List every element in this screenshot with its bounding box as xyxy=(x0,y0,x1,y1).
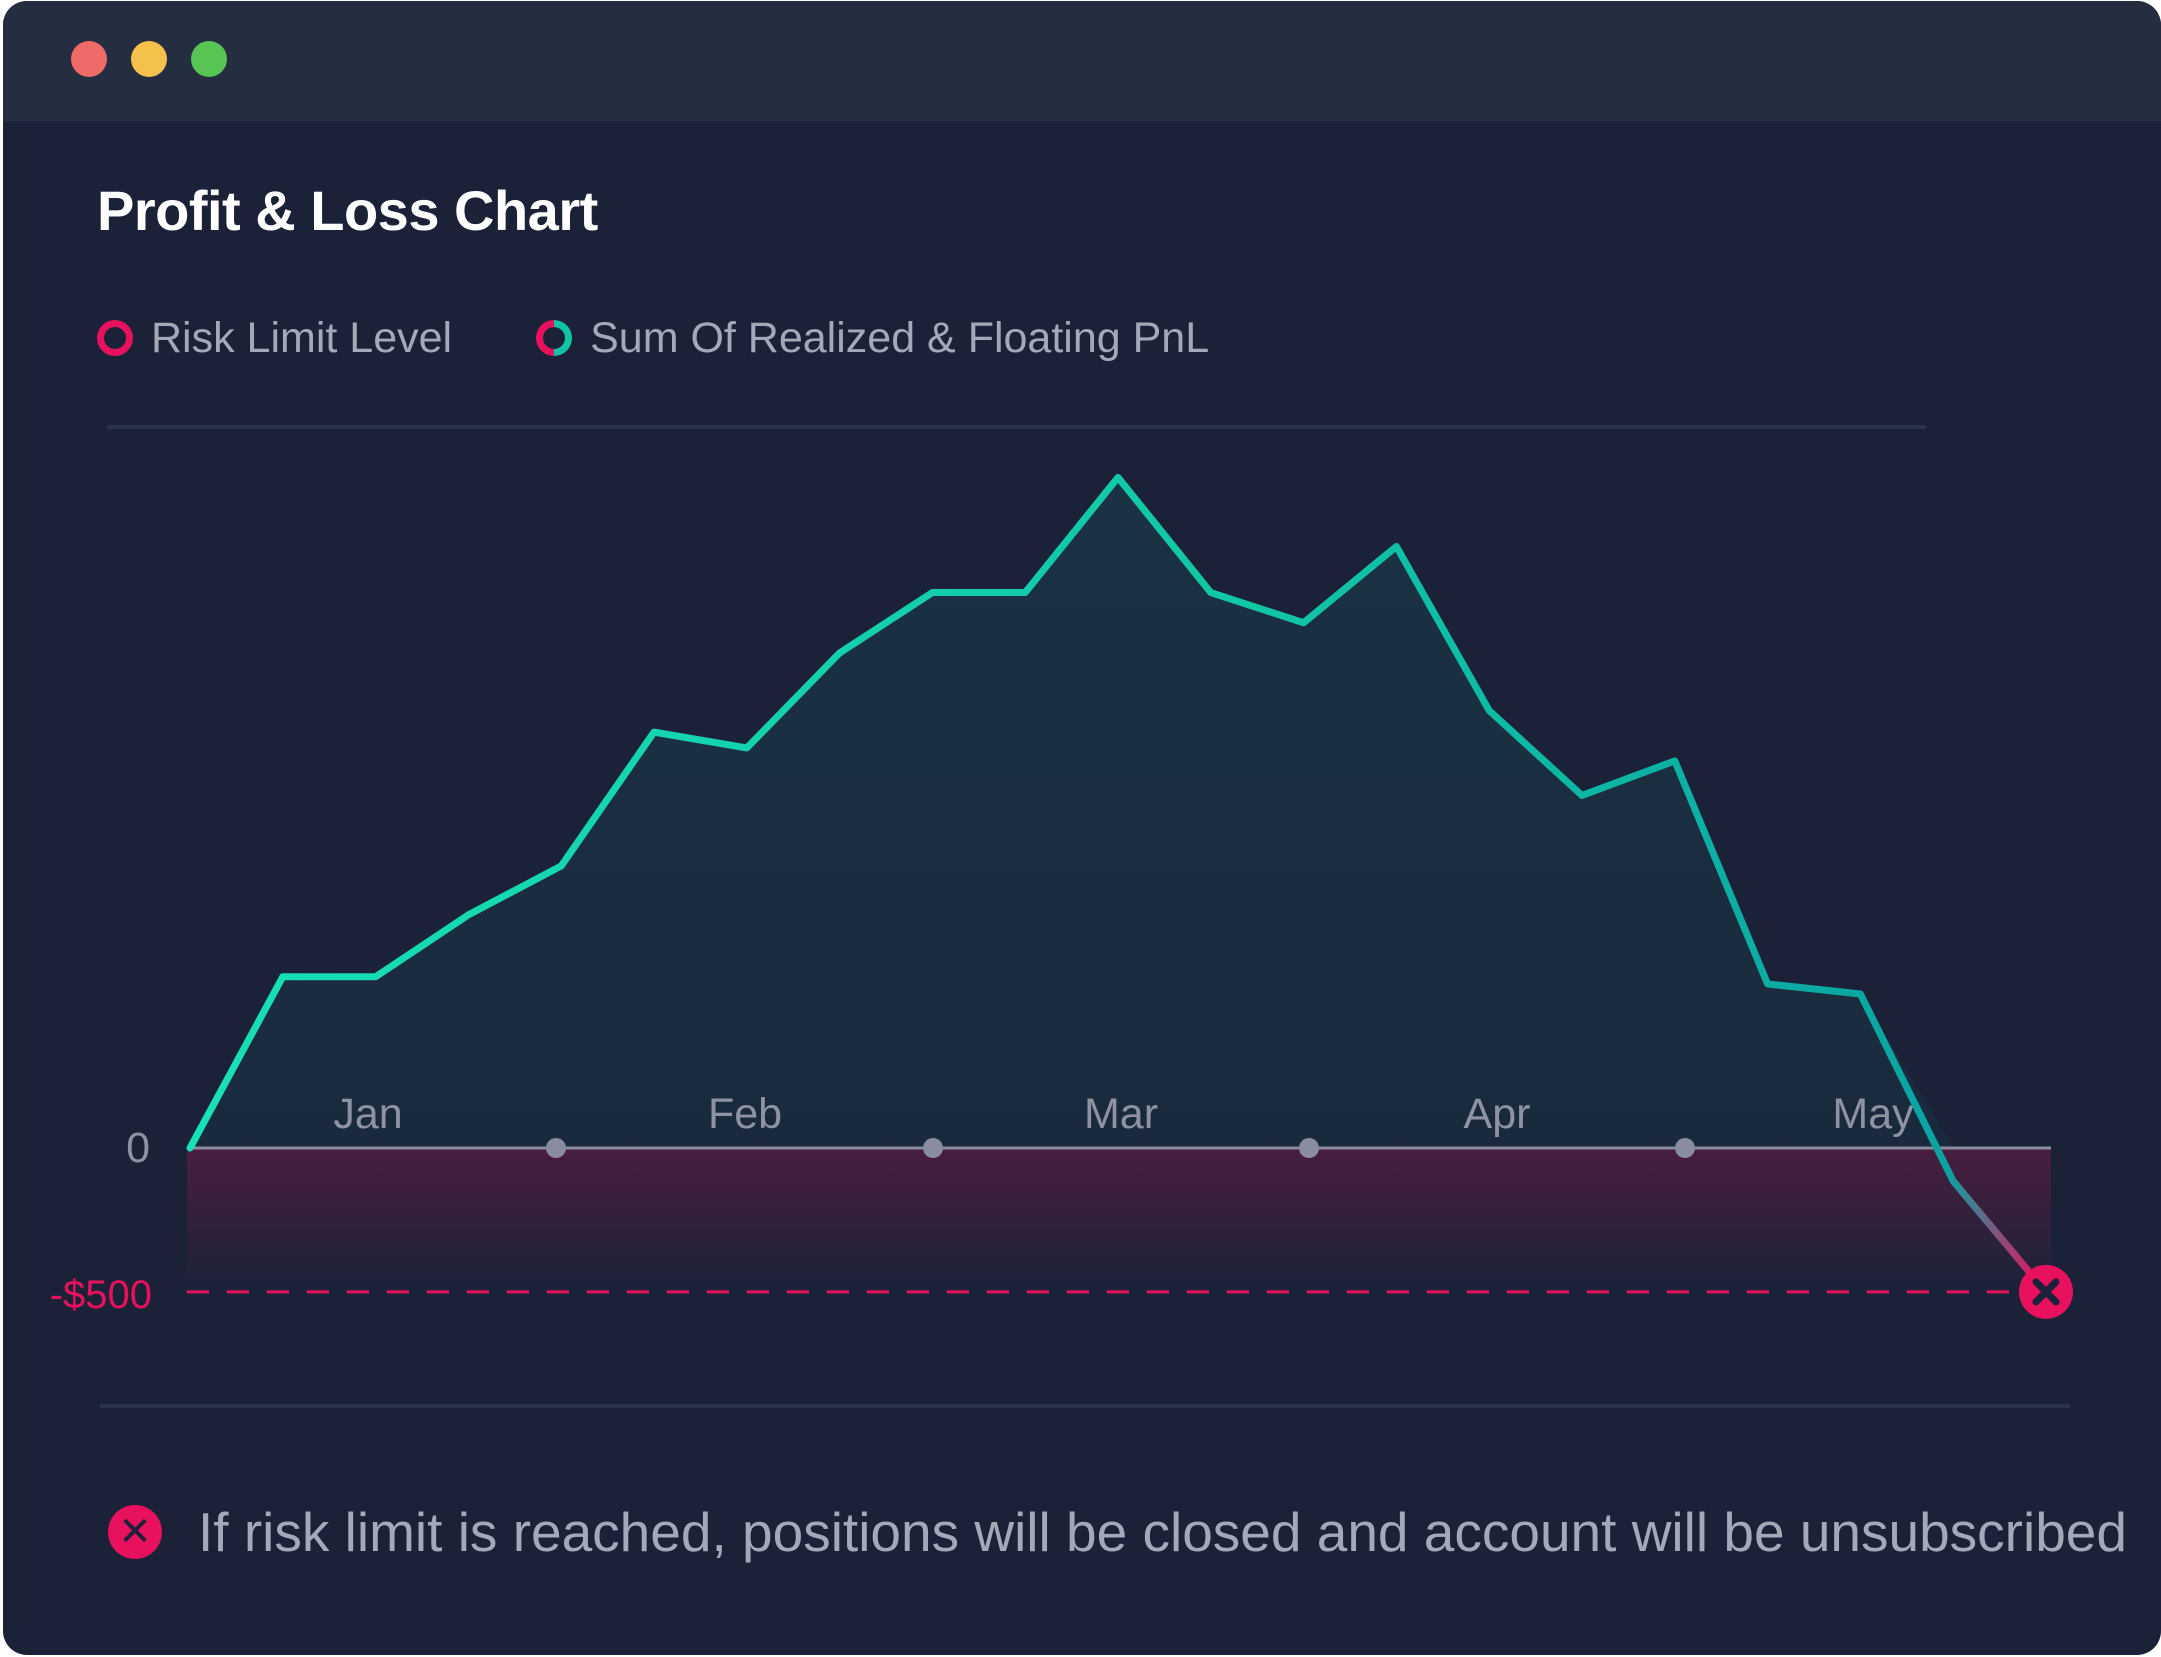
close-circle-icon: ✕ xyxy=(108,1505,162,1559)
x-axis-label: May xyxy=(1832,1090,1914,1138)
risk-limit-legend-icon xyxy=(97,320,133,356)
chart-marks: 0 -$500 Jan Feb Mar Apr May xyxy=(50,473,2073,1319)
legend-label: Sum Of Realized & Floating PnL xyxy=(590,313,1210,362)
x-axis-label: Mar xyxy=(1084,1090,1158,1138)
risk-warning-text: If risk limit is reached, positions will… xyxy=(198,1501,2127,1563)
risk-warning: ✕ If risk limit is reached, positions wi… xyxy=(108,1500,2127,1564)
legend-item-pnl: Sum Of Realized & Floating PnL xyxy=(536,314,1209,363)
minimize-window-button[interactable] xyxy=(131,41,167,77)
close-icon xyxy=(2032,1278,2060,1306)
y-axis-label-risk: -$500 xyxy=(50,1273,152,1317)
maximize-window-button[interactable] xyxy=(191,41,227,77)
chart-title: Profit & Loss Chart xyxy=(97,179,598,242)
title-bar xyxy=(3,1,2161,121)
x-axis-separator-dot xyxy=(546,1138,566,1158)
app-window xyxy=(3,1,2161,1655)
pnl-area-fill xyxy=(190,477,2046,1148)
x-axis-separator-dot xyxy=(1675,1138,1695,1158)
x-axis-label: Feb xyxy=(708,1090,782,1138)
x-axis-label: Jan xyxy=(333,1090,402,1138)
x-axis-label: Apr xyxy=(1464,1090,1531,1138)
pnl-line xyxy=(186,473,2050,1296)
x-axis-separator-dot xyxy=(923,1138,943,1158)
loss-zone-band xyxy=(187,1148,2051,1290)
chart-legend: Risk Limit Level Sum Of Realized & Float… xyxy=(97,310,1293,366)
pnl-legend-icon xyxy=(536,320,573,356)
y-axis-label-zero: 0 xyxy=(126,1124,150,1172)
close-window-button[interactable] xyxy=(71,41,107,77)
legend-label: Risk Limit Level xyxy=(151,313,453,362)
x-axis-separator-dot xyxy=(1299,1138,1319,1158)
legend-item-risk-limit: Risk Limit Level xyxy=(97,314,452,363)
